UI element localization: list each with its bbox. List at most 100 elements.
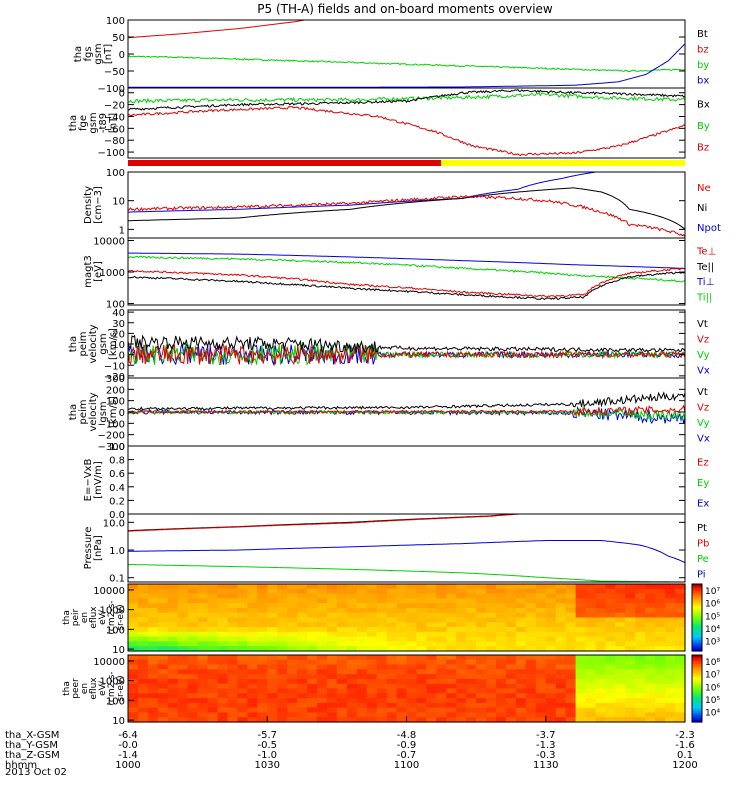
spec-cell xyxy=(605,693,616,699)
spec-cell xyxy=(476,622,487,628)
spec-cell xyxy=(217,712,229,718)
spec-cell xyxy=(615,678,626,685)
spec-cell xyxy=(307,712,318,718)
spec-cell xyxy=(297,669,308,675)
ylabel: [km/s] xyxy=(108,328,119,360)
spec-cell xyxy=(575,702,587,709)
spec-cell xyxy=(277,622,288,628)
spec-cell xyxy=(565,693,577,699)
spec-cell xyxy=(307,593,318,599)
spec-cell xyxy=(197,664,209,670)
series-fge-Bx xyxy=(128,88,685,111)
spec-cell xyxy=(147,669,159,675)
spec-cell xyxy=(665,717,676,723)
spec-cell xyxy=(645,598,656,604)
spec-cell xyxy=(316,588,328,595)
spec-cell xyxy=(426,674,437,680)
spec-cell xyxy=(356,627,368,633)
spec-cell xyxy=(167,612,179,619)
spec-cell xyxy=(555,702,567,709)
spec-cell xyxy=(665,683,676,690)
spec-cell xyxy=(307,669,318,675)
spec-cell xyxy=(386,655,398,661)
spec-cell xyxy=(635,593,646,599)
spec-cell xyxy=(137,607,149,614)
spec-cell xyxy=(575,612,587,619)
spec-cell xyxy=(287,603,298,609)
ytick-label: −80 xyxy=(104,136,125,147)
colorbar-cell xyxy=(692,648,702,652)
spec-cell xyxy=(207,678,219,685)
spec-cell xyxy=(227,678,239,685)
spec-cell xyxy=(316,664,328,670)
spec-cell xyxy=(346,669,358,675)
spec-cell xyxy=(366,593,378,599)
spec-cell xyxy=(436,646,447,652)
ylabel: eV/ xyxy=(98,680,108,696)
spec-cell xyxy=(247,688,258,694)
spec-cell xyxy=(147,641,159,647)
spec-cell xyxy=(277,627,288,633)
spec-cell xyxy=(625,641,636,647)
spec-cell xyxy=(376,655,388,661)
spec-cell xyxy=(307,659,318,666)
spec-cell xyxy=(635,707,646,714)
spec-cell xyxy=(515,674,527,680)
spec-cell xyxy=(366,707,378,714)
spec-cell xyxy=(505,631,517,638)
colorbar-label: 10³ xyxy=(705,638,720,648)
spec-cell xyxy=(525,655,537,661)
spec-cell xyxy=(356,717,368,723)
ytick-label: 0.8 xyxy=(109,456,125,467)
spec-cell xyxy=(605,607,616,614)
spec-cell xyxy=(316,646,328,652)
spec-cell xyxy=(595,683,607,690)
spec-cell xyxy=(655,674,666,680)
spec-cell xyxy=(466,641,477,647)
spec-cell xyxy=(386,688,398,694)
spec-cell xyxy=(167,702,179,709)
spec-cell xyxy=(515,693,527,699)
spec-cell xyxy=(187,588,199,595)
spec-cell xyxy=(346,664,358,670)
spec-cell xyxy=(386,598,398,604)
spec-cell xyxy=(515,641,527,647)
spec-cell xyxy=(267,646,278,652)
spec-cell xyxy=(227,688,239,694)
spec-cell xyxy=(307,674,318,680)
spec-cell xyxy=(545,707,557,714)
spec-cell xyxy=(635,693,646,699)
spec-cell xyxy=(496,603,507,609)
spec-cell xyxy=(655,669,666,675)
spec-cell xyxy=(635,712,646,718)
spec-cell xyxy=(247,702,258,709)
spec-cell xyxy=(605,588,616,595)
spec-cell xyxy=(625,683,636,690)
ytick-label: 1.0 xyxy=(109,546,125,557)
colorbar-cell xyxy=(692,586,702,590)
spec-cell xyxy=(446,678,457,685)
spec-cell xyxy=(336,631,348,638)
spec-cell xyxy=(476,598,487,604)
colorbar-cell xyxy=(692,608,702,612)
spec-cell xyxy=(675,584,686,590)
spec-cell xyxy=(197,627,209,633)
spec-cell xyxy=(356,669,368,675)
spec-cell xyxy=(456,622,467,628)
spec-cell xyxy=(645,712,656,718)
spec-cell xyxy=(565,603,577,609)
spec-cell xyxy=(515,627,527,633)
spec-cell xyxy=(217,659,229,666)
spec-cell xyxy=(655,631,666,638)
spec-cell xyxy=(595,588,607,595)
spec-cell xyxy=(187,717,199,723)
spec-cell xyxy=(505,588,517,595)
spec-cell xyxy=(197,688,209,694)
spec-cell xyxy=(366,584,378,590)
spec-cell xyxy=(466,688,477,694)
spec-cell xyxy=(307,693,318,699)
ephemeris-value: 1030 xyxy=(255,760,280,771)
spec-cell xyxy=(257,641,268,647)
spec-cell xyxy=(555,627,567,633)
spec-cell xyxy=(436,598,447,604)
